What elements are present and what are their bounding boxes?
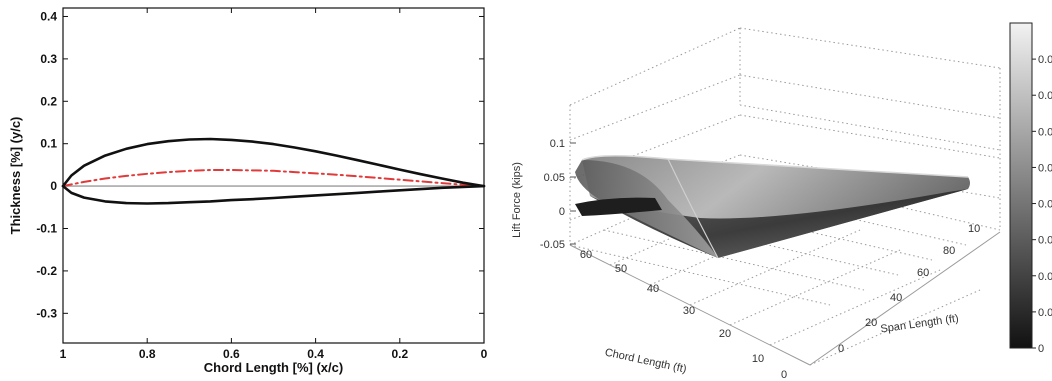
lift-surface-chart: -0.05 0 0.05 0.1 0 10 20 30 40 50 60 0 20 40 60 80 10 Li… bbox=[511, 22, 1052, 381]
surface-root-rib bbox=[667, 158, 719, 259]
airfoil-x-axis-label: Chord Length [%] (x/c) bbox=[204, 360, 343, 375]
surface-leading-edge bbox=[581, 155, 969, 178]
mean-camber-line bbox=[62, 169, 485, 188]
airfoil-y-tick-label: 0.1 bbox=[40, 137, 57, 151]
colorbar-tick-label: 0.07 bbox=[1038, 90, 1052, 102]
airfoil-x-tick-label: 0 bbox=[481, 347, 488, 361]
surface-y-tick-label: 10 bbox=[968, 223, 980, 235]
airfoil-x-tick-label: 0.2 bbox=[391, 347, 408, 361]
surface-z-tick-label: 0.05 bbox=[544, 172, 565, 184]
surface-z-tick-label: 0.1 bbox=[550, 138, 565, 150]
surface-z-tick-label: 0 bbox=[559, 206, 565, 218]
colorbar-tick-label: 0.06 bbox=[1038, 126, 1052, 138]
surface-y-tick-label: 40 bbox=[890, 292, 902, 304]
surface-x-tick-label: 40 bbox=[647, 283, 659, 295]
surface-x-tick-label: 60 bbox=[580, 249, 592, 261]
airfoil-x-tick-label: 1 bbox=[60, 347, 67, 361]
airfoil-x-tick-label: 0.8 bbox=[139, 347, 156, 361]
airfoil-y-tick-label: 0.2 bbox=[40, 94, 57, 108]
airfoil-y-tick-label: 0.4 bbox=[40, 9, 57, 23]
box-edge bbox=[739, 27, 1001, 69]
surface-3d-ticks: -0.05 0 0.05 0.1 0 10 20 30 40 50 60 0 20 40 60 80 10 bbox=[540, 138, 980, 381]
surface-x-tick-label: 10 bbox=[752, 353, 764, 365]
surface-y-tick-label: 60 bbox=[917, 267, 929, 279]
side-wall-grid bbox=[739, 114, 1001, 159]
surface-z-axis-label: Lift Force (kips) bbox=[511, 162, 523, 238]
colorbar-tick-label: 0.02 bbox=[1038, 271, 1052, 283]
airfoil-y-tick-label: -0.1 bbox=[36, 222, 57, 236]
colorbar-tick-label: 0.03 bbox=[1038, 235, 1052, 247]
airfoil-profile-chart: 1 0.8 0.6 0.4 0.2 00.40.30.20.10-0.1-0.2-0.3 … bbox=[8, 7, 488, 375]
surface-x-tick-label: 20 bbox=[719, 328, 731, 340]
airfoil-y-tick-label: 0 bbox=[50, 179, 57, 193]
front-axis-y bbox=[809, 231, 1001, 366]
surface-y-tick-label: 80 bbox=[943, 245, 955, 257]
airfoil-axis-ticks: 1 0.8 0.6 0.4 0.2 0 0.4 0.3 0.2 0.1 0 -0.1 -0.2 -0.3 bbox=[36, 8, 488, 361]
lift-surface bbox=[575, 155, 970, 259]
colorbar-tick-label: 0.08 bbox=[1038, 54, 1052, 66]
colorbar-ticks: 0 0.01 0.02 0.03 0.04 0.05 0.06 0.07 0.08 bbox=[1032, 54, 1052, 355]
surface-y-tick-label: 0 bbox=[838, 343, 844, 355]
box-edge bbox=[569, 27, 741, 106]
surface-x-tick-label: 0 bbox=[781, 369, 787, 381]
airfoil-x-tick-label: 0.6 bbox=[223, 347, 240, 361]
back-wall-grid bbox=[569, 114, 741, 181]
airfoil-upper-surface bbox=[61, 137, 486, 188]
colorbar-tick-label: 0.01 bbox=[1038, 307, 1052, 319]
surface-z-tick-label: -0.05 bbox=[540, 239, 565, 251]
airfoil-y-tick-label: -0.2 bbox=[36, 264, 57, 278]
front-axis-x bbox=[569, 244, 811, 366]
surface-root-shadow bbox=[575, 197, 662, 216]
colorbar-tick-label: 0.05 bbox=[1038, 162, 1052, 174]
airfoil-y-tick-label: 0.3 bbox=[40, 52, 57, 66]
surface-y-axis-label: Span Length (ft) bbox=[880, 313, 960, 336]
airfoil-series-group bbox=[61, 137, 486, 205]
airfoil-x-tick-label: 0.4 bbox=[307, 347, 324, 361]
box-edge bbox=[739, 104, 1001, 151]
surface-x-axis-label: Chord Length (ft) bbox=[604, 347, 688, 376]
colorbar bbox=[1009, 22, 1033, 349]
floor-grid bbox=[569, 244, 831, 306]
back-wall-grid bbox=[569, 74, 741, 141]
surface-x-tick-label: 50 bbox=[615, 263, 627, 275]
airfoil-lower-surface bbox=[61, 184, 486, 205]
airfoil-y-tick-label: -0.3 bbox=[36, 306, 57, 320]
surface-y-tick-label: 20 bbox=[865, 317, 877, 329]
colorbar-tick-label: 0 bbox=[1038, 343, 1044, 355]
colorbar-tick-label: 0.04 bbox=[1038, 199, 1052, 211]
surface-x-tick-label: 30 bbox=[683, 305, 695, 317]
airfoil-y-axis-label: Thickness [%] (y/c) bbox=[8, 117, 23, 235]
side-wall-grid bbox=[739, 74, 1001, 119]
